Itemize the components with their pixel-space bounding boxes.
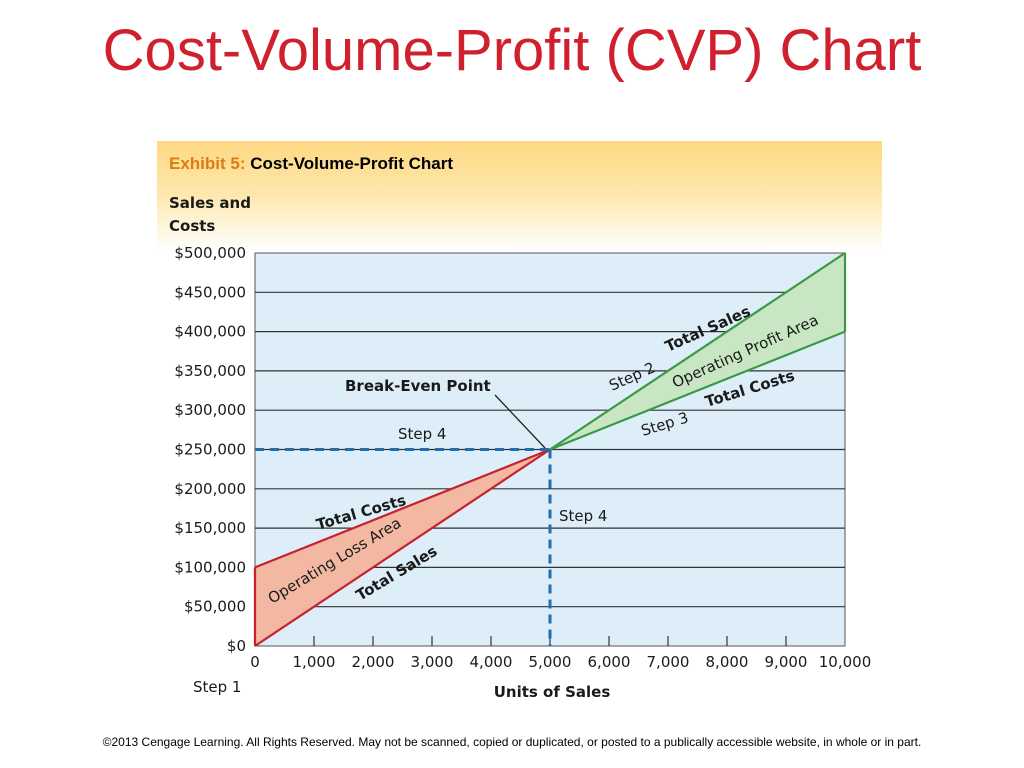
y-axis-label-line1: Sales and — [169, 194, 251, 212]
x-tick-labels: 0 1,000 2,000 3,000 4,000 5,000 6,000 7,000 8,00… — [250, 653, 871, 671]
y-tick-label: $50,000 — [184, 598, 246, 616]
step4-label-vertical: Step 4 — [559, 507, 607, 525]
total-sales-line — [254, 448, 551, 647]
slide-title: Cost-Volume-Profit (CVP) Chart — [102, 18, 922, 83]
x-tick-label: 3,000 — [411, 653, 454, 671]
y-tick-label: $500,000 — [174, 244, 246, 262]
y-tick-label: $450,000 — [174, 283, 246, 301]
x-axis-label: Units of Sales — [494, 683, 611, 701]
x-tick-label: 0 — [250, 653, 260, 671]
x-tick-label: 9,000 — [765, 653, 808, 671]
y-tick-label: $200,000 — [174, 480, 246, 498]
x-tick-label: 4,000 — [470, 653, 513, 671]
x-tick-label: 5,000 — [529, 653, 572, 671]
total-costs-line — [254, 448, 551, 569]
x-tick-label: 6,000 — [588, 653, 631, 671]
x-tick-label: 8,000 — [706, 653, 749, 671]
y-tick-label: $0 — [227, 637, 246, 655]
x-tick-label: 2,000 — [352, 653, 395, 671]
x-tick-label: 1,000 — [293, 653, 336, 671]
x-tick-label: 7,000 — [647, 653, 690, 671]
total-sales-line-profit — [549, 252, 846, 451]
exhibit-label: Exhibit 5: — [169, 154, 246, 173]
y-tick-label: $400,000 — [174, 323, 246, 341]
y-tick-label: $150,000 — [174, 519, 246, 537]
y-tick-label: $350,000 — [174, 362, 246, 380]
exhibit-title: Cost-Volume-Profit Chart — [250, 154, 453, 173]
y-tick-label: $250,000 — [174, 441, 246, 459]
copyright-footer: ©2013 Cengage Learning. All Rights Reser… — [102, 735, 922, 749]
x-tick-label: 10,000 — [819, 653, 872, 671]
step4-label-horizontal: Step 4 — [398, 425, 446, 443]
y-tick-label: $100,000 — [174, 558, 246, 576]
break-even-label: Break-Even Point — [345, 377, 491, 395]
y-tick-labels: $0 $50,000 $100,000 $150,000 $200,000 $250,00… — [174, 244, 246, 655]
step1-label: Step 1 — [193, 678, 241, 696]
exhibit-heading: Exhibit 5: Cost-Volume-Profit Chart — [169, 154, 453, 174]
break-even-pointer — [494, 394, 546, 449]
y-tick-label: $300,000 — [174, 401, 246, 419]
y-axis-label-line2: Costs — [169, 217, 215, 235]
exhibit-header-band — [157, 141, 882, 251]
total-costs-line-profit — [549, 330, 846, 451]
